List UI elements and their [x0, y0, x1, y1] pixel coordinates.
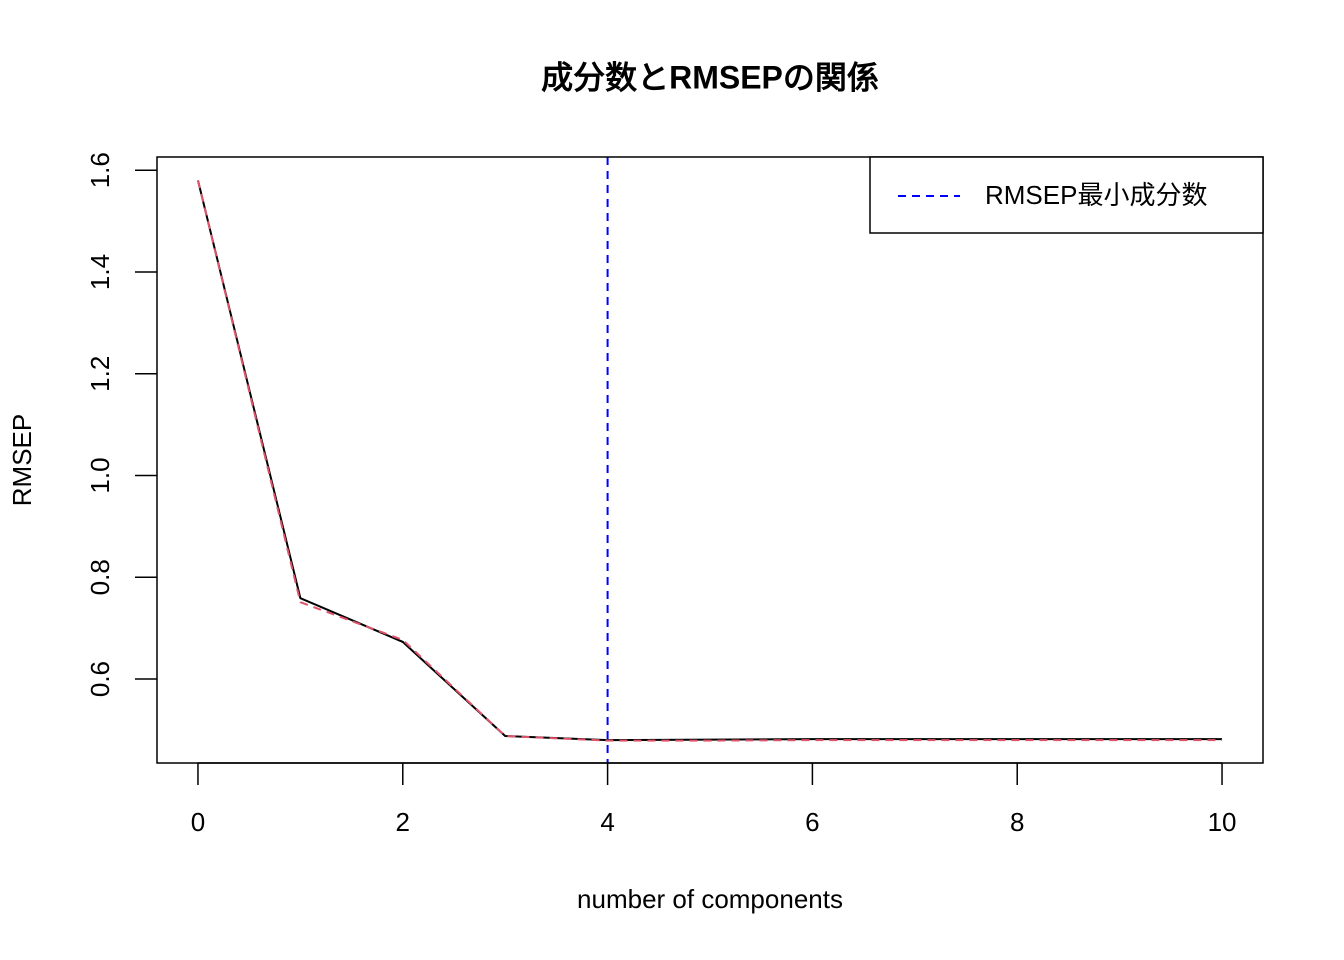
- x-tick-label: 2: [396, 807, 410, 837]
- x-axis-label: number of components: [577, 884, 843, 914]
- x-tick-label: 6: [805, 807, 819, 837]
- y-tick-label: 1.6: [85, 152, 115, 188]
- x-tick-label: 10: [1208, 807, 1237, 837]
- series-line: [196, 180, 1223, 742]
- y-tick-label: 0.6: [85, 661, 115, 697]
- y-tick-label: 1.0: [85, 457, 115, 493]
- y-tick-label: 1.4: [85, 254, 115, 290]
- series-line: [196, 180, 1223, 742]
- plot-frame: [156, 156, 1264, 764]
- x-tick-label: 8: [1010, 807, 1024, 837]
- x-tick-label: 0: [191, 807, 205, 837]
- legend-box: [869, 156, 1264, 234]
- legend-label: RMSEP最小成分数: [985, 180, 1207, 210]
- x-tick-label: 4: [600, 807, 614, 837]
- chart-title: 成分数とRMSEPの関係: [541, 59, 879, 95]
- y-tick-label: 0.8: [85, 559, 115, 595]
- y-tick-label: 1.2: [85, 356, 115, 392]
- y-axis-label: RMSEP: [7, 414, 37, 506]
